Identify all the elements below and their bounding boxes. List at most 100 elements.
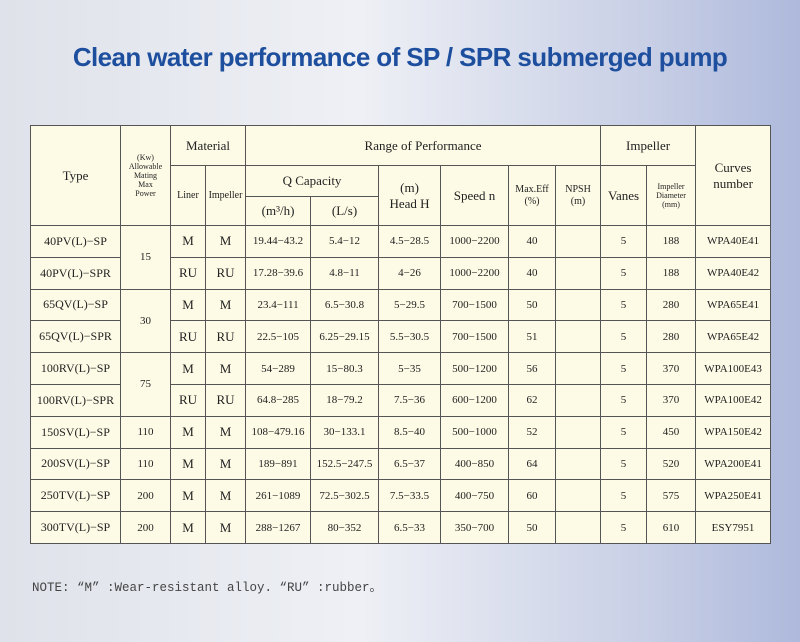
- cell-curve: WPA100E43: [695, 352, 772, 385]
- cell-type: 40PV(L)−SP: [30, 225, 121, 258]
- cell-type: 40PV(L)−SPR: [30, 256, 121, 290]
- cell-power: 30: [120, 288, 171, 354]
- cell-speed: 700−1500: [440, 320, 510, 354]
- cell-curve: WPA40E41: [695, 225, 772, 258]
- cell-vanes: 5: [600, 383, 648, 417]
- note: NOTE: “M” :Wear-resistant alloy. “RU” :r…: [32, 581, 383, 595]
- cell-vanes: 5: [600, 447, 648, 481]
- cell-npsh: [555, 256, 602, 290]
- cell-vanes: 5: [600, 352, 648, 385]
- cell-head: 4−26: [378, 256, 442, 290]
- cell-impeller: M: [204, 447, 247, 481]
- cell-q-ls: 18−79.2: [310, 383, 380, 417]
- table-row: 100RV(L)−SP 75 M M 54−289 15−80.3 5−35 500−1200…: [30, 352, 772, 417]
- cell-q-ls: 30−133.1: [310, 415, 380, 449]
- cell-q-m3h: 19.44−43.2: [245, 225, 312, 258]
- cell-impeller: M: [204, 415, 247, 449]
- cell-diameter: 280: [646, 320, 697, 354]
- cell-curve: WPA40E42: [695, 256, 772, 290]
- table-row: 65QV(L)−SP 30 M M 23.4−111 6.5−30.8 5−29.5 700−…: [30, 288, 772, 354]
- header-line: Allowable: [128, 162, 163, 171]
- cell-curve: WPA150E42: [695, 415, 772, 449]
- table-row: 65QV(L)−SPR RU RU 22.5−105 6.25−29.15 5.5−30.…: [30, 320, 772, 354]
- cell-curve: WPA100E42: [695, 383, 772, 417]
- table-body: 40PV(L)−SP 15 M M 19.44−43.2 5.4−12 4.5−28.5 10…: [30, 225, 772, 544]
- cell-npsh: [555, 352, 602, 385]
- cell-type: 150SV(L)−SP: [30, 415, 121, 449]
- cell-q-m3h: 17.28−39.6: [245, 256, 312, 290]
- cell-liner: RU: [170, 383, 206, 417]
- cell-q-m3h: 108−479.16: [245, 415, 312, 449]
- header-cell: Impeller: [600, 125, 697, 166]
- cell-diameter: 450: [646, 415, 697, 449]
- cell-eff: 60: [508, 479, 557, 513]
- cell-npsh: [555, 479, 602, 513]
- table-header: Type (Kw) Allowable Mating Max Power Mat…: [30, 125, 772, 226]
- cell-eff: 52: [508, 415, 557, 449]
- cell-curve: WPA250E41: [695, 479, 772, 513]
- cell-q-m3h: 189−891: [245, 447, 312, 481]
- cell-liner: M: [170, 511, 206, 544]
- cell-type: 100RV(L)−SPR: [30, 383, 121, 417]
- cell-q-m3h: 288−1267: [245, 511, 312, 544]
- header-row: Liner Impeller Q Capacity (m) Head H Spe…: [31, 165, 771, 226]
- cell-npsh: [555, 447, 602, 481]
- header-line: (%): [524, 195, 540, 207]
- cell-head: 5−35: [378, 352, 442, 385]
- header-cell: Range of Performance: [245, 125, 602, 166]
- cell-liner: RU: [170, 320, 206, 354]
- cell-q-ls: 72.5−302.5: [310, 479, 380, 513]
- header-line: number: [713, 175, 753, 191]
- cell-eff: 51: [508, 320, 557, 354]
- header-line: (m): [570, 195, 586, 207]
- cell-type: 100RV(L)−SP: [30, 352, 121, 385]
- cell-vanes: 5: [600, 288, 648, 322]
- header-cell: Impeller Diameter (mm): [646, 165, 697, 226]
- cell-head: 5−29.5: [378, 288, 442, 322]
- header-line: NPSH: [565, 183, 591, 195]
- cell-eff: 62: [508, 383, 557, 417]
- header-cell: Curves number: [695, 125, 772, 226]
- cell-curve: WPA200E41: [695, 447, 772, 481]
- cell-liner: RU: [170, 256, 206, 290]
- cell-vanes: 5: [600, 479, 648, 513]
- cell-head: 6.5−33: [378, 511, 442, 544]
- cell-npsh: [555, 511, 602, 544]
- cell-head: 7.5−33.5: [378, 479, 442, 513]
- cell-diameter: 188: [646, 225, 697, 258]
- cell-curve: ESY7951: [695, 511, 772, 544]
- table-row: 40PV(L)−SP 15 M M 19.44−43.2 5.4−12 4.5−28.5 10…: [30, 225, 772, 290]
- cell-head: 7.5−36: [378, 383, 442, 417]
- cell-liner: M: [170, 479, 206, 513]
- cell-vanes: 5: [600, 320, 648, 354]
- header-cell: NPSH (m): [555, 165, 602, 226]
- cell-diameter: 280: [646, 288, 697, 322]
- table-row: 100RV(L)−SPR RU RU 64.8−285 18−79.2 7.5−36 600…: [30, 383, 772, 417]
- cell-head: 6.5−37: [378, 447, 442, 481]
- header-cell: (L/s): [310, 196, 380, 226]
- cell-q-ls: 4.8−11: [310, 256, 380, 290]
- cell-q-m3h: 54−289: [245, 352, 312, 385]
- header-line: Max.Eff: [515, 183, 549, 195]
- cell-liner: M: [170, 447, 206, 481]
- cell-vanes: 5: [600, 511, 648, 544]
- cell-eff: 40: [508, 225, 557, 258]
- cell-liner: M: [170, 415, 206, 449]
- cell-impeller: M: [204, 288, 247, 322]
- cell-type: 65QV(L)−SPR: [30, 320, 121, 354]
- cell-impeller: M: [204, 511, 247, 544]
- cell-speed: 700−1500: [440, 288, 510, 322]
- cell-curve: WPA65E41: [695, 288, 772, 322]
- header-cell: Q Capacity: [245, 165, 380, 197]
- cell-power: 200: [120, 511, 171, 544]
- header-line: Diameter: [656, 191, 686, 200]
- header-cell: Type: [30, 125, 121, 226]
- header-row: (m³/h) (L/s): [31, 196, 771, 226]
- cell-q-m3h: 22.5−105: [245, 320, 312, 354]
- cell-impeller: M: [204, 352, 247, 385]
- cell-impeller: M: [204, 225, 247, 258]
- header-line: Head H: [389, 195, 430, 211]
- cell-eff: 50: [508, 288, 557, 322]
- header-line: (m): [400, 179, 419, 195]
- cell-speed: 1000−2200: [440, 225, 510, 258]
